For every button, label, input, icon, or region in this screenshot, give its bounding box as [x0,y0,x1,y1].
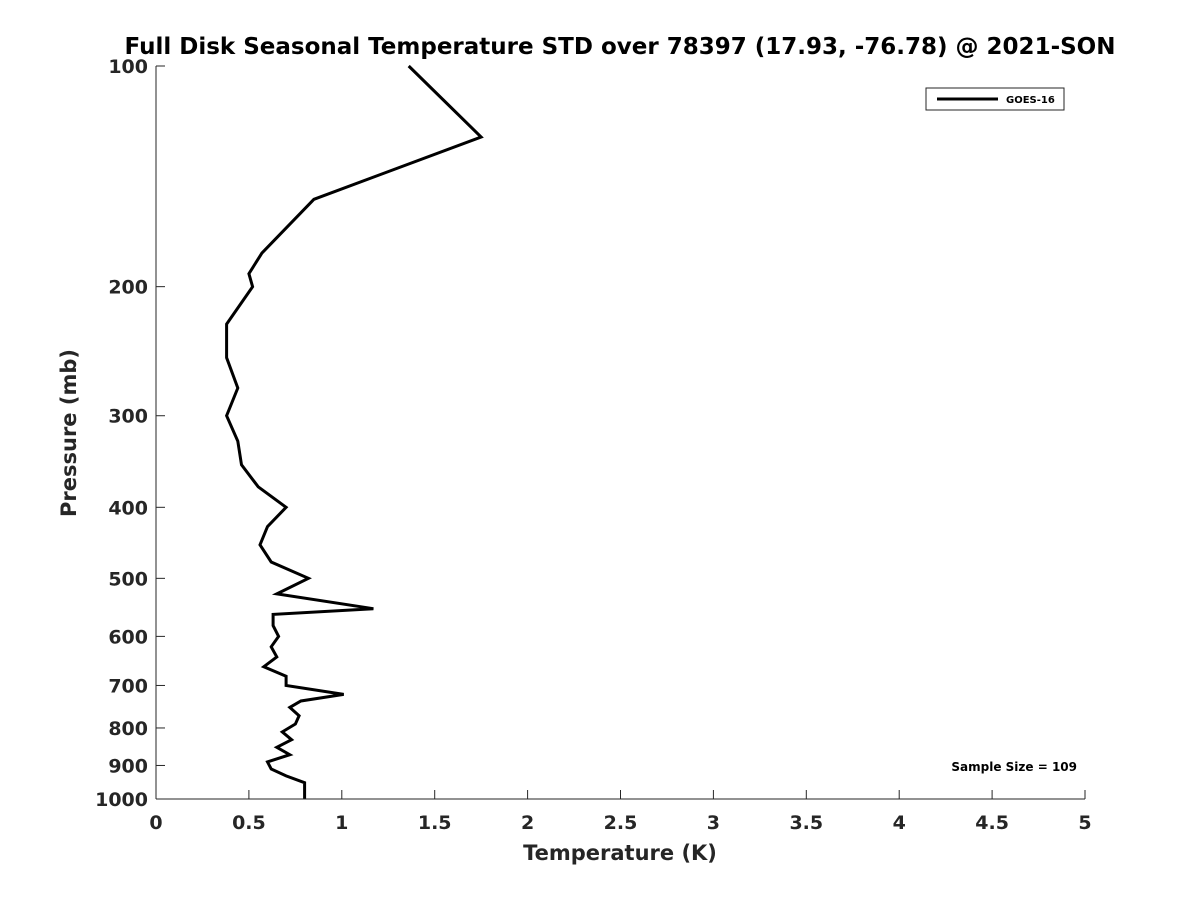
x-axis-title: Temperature (K) [523,841,717,865]
x-tick-label: 1 [335,812,348,834]
y-tick-label: 500 [108,568,148,590]
y-axis: 100 200 300 400 500 600 700 800 900 1000 [95,56,165,811]
y-tick-label: 900 [108,755,148,777]
x-tick-label: 3.5 [789,812,823,834]
sample-size-annotation: Sample Size = 109 [951,760,1077,774]
y-tick-label: 700 [108,675,148,697]
x-tick-label: 1.5 [418,812,452,834]
x-axis: 0 0.5 1 1.5 2 2.5 3 3.5 4 4.5 5 [149,790,1092,834]
x-tick-label: 2.5 [604,812,638,834]
y-tick-label: 1000 [95,789,148,811]
legend-label: GOES-16 [1006,95,1055,106]
y-tick-label: 100 [108,56,148,78]
chart-title: Full Disk Seasonal Temperature STD over … [125,34,1116,60]
x-tick-label: 0 [149,812,162,834]
x-tick-label: 3 [707,812,720,834]
plot-area [224,64,484,799]
x-tick-label: 4 [893,812,906,834]
y-tick-label: 800 [108,718,148,740]
y-tick-label: 200 [108,277,148,299]
legend: GOES-16 [925,87,1065,111]
x-tick-label: 4.5 [975,812,1009,834]
y-tick-label: 400 [108,497,148,519]
y-tick-label: 600 [108,626,148,648]
series-line-goes-16 [224,64,484,799]
y-tick-label: 300 [108,406,148,428]
y-axis-title: Pressure (mb) [57,349,81,517]
x-tick-label: 0.5 [232,812,266,834]
x-tick-label: 2 [521,812,534,834]
x-tick-label: 5 [1078,812,1091,834]
